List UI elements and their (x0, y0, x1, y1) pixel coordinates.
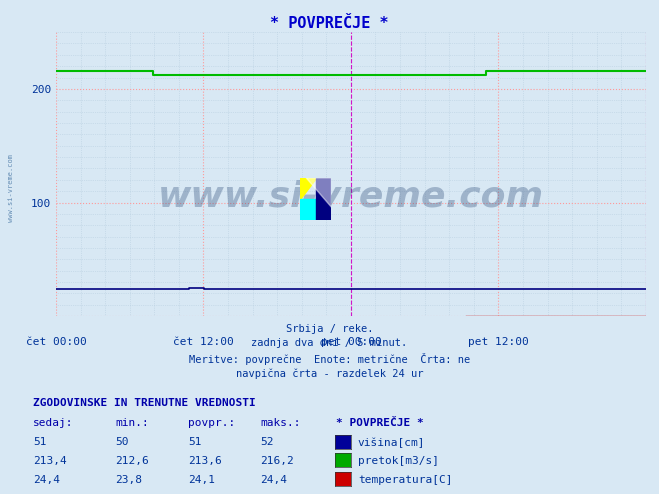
Text: višina[cm]: višina[cm] (358, 437, 425, 448)
Text: pet 12:00: pet 12:00 (468, 336, 529, 347)
Text: 213,4: 213,4 (33, 456, 67, 466)
Polygon shape (306, 178, 331, 207)
Text: zadnja dva dni / 5 minut.: zadnja dva dni / 5 minut. (251, 338, 408, 348)
Text: pretok[m3/s]: pretok[m3/s] (358, 456, 439, 466)
Text: www.si-vreme.com: www.si-vreme.com (158, 180, 544, 214)
Text: sedaj:: sedaj: (33, 418, 73, 428)
Polygon shape (300, 178, 316, 199)
Text: 212,6: 212,6 (115, 456, 149, 466)
Text: pet 00:00: pet 00:00 (320, 336, 382, 347)
Text: čet 12:00: čet 12:00 (173, 336, 234, 347)
Text: povpr.:: povpr.: (188, 418, 235, 428)
Polygon shape (300, 199, 316, 220)
Text: navpična črta - razdelek 24 ur: navpična črta - razdelek 24 ur (236, 368, 423, 378)
Text: Srbija / reke.: Srbija / reke. (286, 324, 373, 333)
Text: maks.:: maks.: (260, 418, 301, 428)
Text: * POVPREČJE *: * POVPREČJE * (336, 418, 424, 428)
Text: ZGODOVINSKE IN TRENUTNE VREDNOSTI: ZGODOVINSKE IN TRENUTNE VREDNOSTI (33, 398, 256, 408)
Text: 24,4: 24,4 (33, 475, 60, 485)
Text: 216,2: 216,2 (260, 456, 294, 466)
Text: temperatura[C]: temperatura[C] (358, 475, 452, 485)
Text: * POVPREČJE *: * POVPREČJE * (270, 16, 389, 31)
Text: 51: 51 (33, 437, 46, 447)
Text: 24,4: 24,4 (260, 475, 287, 485)
Polygon shape (316, 178, 331, 220)
Text: 24,1: 24,1 (188, 475, 215, 485)
Text: 52: 52 (260, 437, 273, 447)
Text: 213,6: 213,6 (188, 456, 221, 466)
Text: min.:: min.: (115, 418, 149, 428)
Text: 23,8: 23,8 (115, 475, 142, 485)
Text: www.si-vreme.com: www.si-vreme.com (8, 154, 14, 222)
Text: 50: 50 (115, 437, 129, 447)
Text: 51: 51 (188, 437, 201, 447)
Text: čet 00:00: čet 00:00 (26, 336, 86, 347)
Text: Meritve: povprečne  Enote: metrične  Črta: ne: Meritve: povprečne Enote: metrične Črta:… (189, 353, 470, 365)
